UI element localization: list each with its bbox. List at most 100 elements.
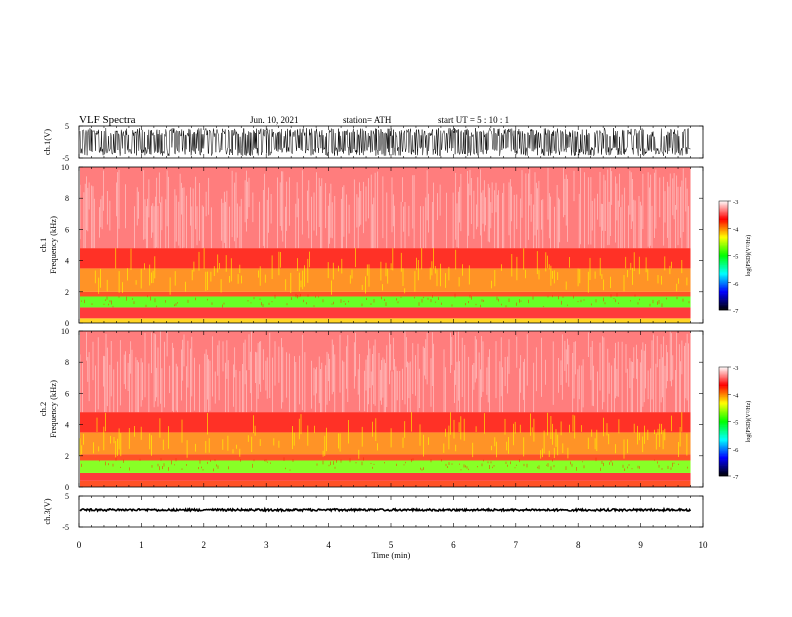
ch1-spectrogram-tick-label: 6 bbox=[65, 225, 69, 234]
colorbar-cell bbox=[719, 454, 728, 456]
ch2-spectrogram-ylabel: ch.2 bbox=[38, 402, 48, 416]
colorbar-cell bbox=[719, 394, 728, 396]
colorbar-cell bbox=[719, 239, 728, 241]
colorbar-cell bbox=[719, 443, 728, 445]
colorbar-cell bbox=[719, 248, 728, 251]
colorbar-cell bbox=[719, 416, 728, 418]
colorbar-cell bbox=[719, 432, 728, 435]
colorbar-cell bbox=[719, 235, 728, 237]
colorbar-cell bbox=[719, 303, 728, 305]
colorbar-cell bbox=[719, 278, 728, 281]
x-tick-label: 6 bbox=[451, 540, 456, 550]
ch1-spectrogram-band bbox=[80, 291, 691, 297]
colorbar-cell bbox=[719, 431, 728, 433]
colorbar-cell bbox=[719, 455, 728, 458]
x-tick-label: 8 bbox=[576, 540, 581, 550]
colorbar-label: log(PSD)(V²/Hz) bbox=[745, 235, 752, 276]
colorbar-cell bbox=[719, 202, 728, 205]
colorbar-cell bbox=[719, 417, 728, 420]
colorbar-cell bbox=[719, 285, 728, 288]
colorbar-cell bbox=[719, 281, 728, 284]
colorbar-cell bbox=[719, 254, 728, 256]
colorbar-cell bbox=[719, 250, 728, 252]
colorbar-cell bbox=[719, 429, 728, 432]
colorbar-cell bbox=[719, 233, 728, 236]
colorbar-cell bbox=[719, 413, 728, 415]
colorbar-cell bbox=[719, 270, 728, 273]
colorbar-cell bbox=[719, 284, 728, 286]
colorbar-tick-label: -4 bbox=[733, 392, 739, 399]
x-tick-label: 2 bbox=[202, 540, 207, 550]
colorbar-cell bbox=[719, 292, 728, 294]
colorbar-cell bbox=[719, 436, 728, 439]
colorbar-cell bbox=[719, 251, 728, 254]
ch1-waveform-tick-label: 5 bbox=[65, 122, 69, 131]
ch1-spectrogram-speckle bbox=[81, 293, 690, 308]
colorbar-cell bbox=[719, 433, 728, 436]
ch1-spectrogram-band bbox=[80, 268, 691, 292]
colorbar-cell bbox=[719, 258, 728, 260]
colorbar-cell bbox=[719, 300, 728, 303]
ch2-spectrogram-tick-label: 0 bbox=[65, 483, 69, 492]
colorbar-ch1: -3 -4 -5 -6 -7 log(PSD)(V²/Hz) bbox=[718, 199, 752, 315]
colorbar-cell bbox=[719, 459, 728, 462]
colorbar-cell bbox=[719, 277, 728, 279]
ch1-spectrogram-band bbox=[80, 296, 691, 308]
colorbar-cell bbox=[719, 369, 728, 372]
ch1-spectrogram-band bbox=[80, 167, 691, 249]
colorbar-cell bbox=[719, 387, 728, 390]
colorbar-cell bbox=[719, 203, 728, 206]
ch2-spectrogram-tick-label: 4 bbox=[65, 421, 69, 430]
colorbar-cell bbox=[719, 401, 728, 403]
colorbar-cell bbox=[719, 210, 728, 213]
ch1-spectrogram-panel: 10 8 6 4 2 0 ch.1 Frequency (kHz) bbox=[38, 163, 704, 328]
colorbar-cell bbox=[719, 470, 728, 473]
colorbar-cell bbox=[719, 439, 728, 441]
ch2-spectrogram-band bbox=[80, 460, 691, 473]
colorbar-cell bbox=[719, 230, 728, 233]
colorbar-cell bbox=[719, 237, 728, 240]
ch1-waveform-tick-label: -5 bbox=[62, 154, 69, 163]
colorbar-cell bbox=[719, 383, 728, 386]
colorbar-cell bbox=[719, 467, 728, 470]
colorbar-cell bbox=[719, 367, 728, 369]
ch1-waveform-panel: 5 -5 ch.1(V) bbox=[42, 122, 704, 163]
date-label: Jun. 10, 2021 bbox=[250, 115, 299, 125]
colorbar-tick-label: -4 bbox=[733, 226, 739, 233]
colorbar-cell bbox=[719, 293, 728, 296]
colorbar-cell bbox=[719, 390, 728, 392]
colorbar-cell bbox=[719, 463, 728, 466]
ch1-spectrogram-tick-label: 4 bbox=[65, 257, 69, 266]
ch1-spectrogram-tick-label: 10 bbox=[61, 163, 69, 172]
colorbar-cell bbox=[719, 275, 728, 278]
colorbar-cell bbox=[719, 263, 728, 266]
ch1-spectrogram-band bbox=[80, 307, 691, 319]
colorbar-cell bbox=[719, 384, 728, 387]
colorbar-cell bbox=[719, 371, 728, 373]
colorbar-cell bbox=[719, 392, 728, 395]
colorbar-cell bbox=[719, 282, 728, 285]
colorbar-cell bbox=[719, 290, 728, 293]
x-tick-label: 1 bbox=[139, 540, 144, 550]
colorbar-cell bbox=[719, 209, 728, 211]
ch2-spectrogram-tick-label: 2 bbox=[65, 452, 69, 461]
ch2-spectrogram-band bbox=[80, 472, 691, 481]
colorbar-cell bbox=[719, 450, 728, 452]
colorbar-cell bbox=[719, 456, 728, 459]
colorbar-cell bbox=[719, 289, 728, 292]
colorbar-cell bbox=[719, 225, 728, 228]
figure-title: VLF Spectra bbox=[79, 114, 136, 126]
colorbar-cell bbox=[719, 274, 728, 277]
ch2-spectrogram-band bbox=[80, 432, 691, 455]
colorbar-cell bbox=[719, 201, 728, 203]
colorbar-cell bbox=[719, 395, 728, 398]
ch1-spectrogram-band bbox=[80, 318, 691, 323]
colorbar-cell bbox=[719, 220, 728, 222]
colorbar-cell bbox=[719, 304, 728, 307]
colorbar-cell bbox=[719, 469, 728, 471]
colorbar-cell bbox=[719, 271, 728, 274]
colorbar-cell bbox=[719, 406, 728, 409]
ch2-spectrogram-band bbox=[80, 480, 691, 487]
x-tick-label: 9 bbox=[638, 540, 643, 550]
ch1-spectrogram-band bbox=[80, 248, 691, 269]
